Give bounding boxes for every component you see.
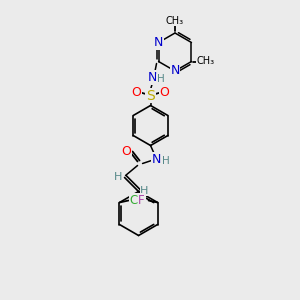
Text: N: N — [152, 153, 161, 166]
Text: O: O — [160, 86, 170, 99]
Text: H: H — [114, 172, 123, 182]
Text: O: O — [122, 145, 131, 158]
Text: N: N — [170, 64, 180, 77]
Text: O: O — [132, 86, 142, 99]
Text: Cl: Cl — [130, 194, 141, 207]
Text: H: H — [162, 157, 170, 166]
Text: CH₃: CH₃ — [196, 56, 214, 67]
Text: H: H — [140, 185, 149, 196]
Text: S: S — [146, 88, 155, 103]
Text: CH₃: CH₃ — [166, 16, 184, 26]
Text: N: N — [154, 36, 163, 49]
Text: N: N — [148, 71, 157, 84]
Text: F: F — [138, 194, 145, 207]
Text: H: H — [157, 74, 164, 85]
